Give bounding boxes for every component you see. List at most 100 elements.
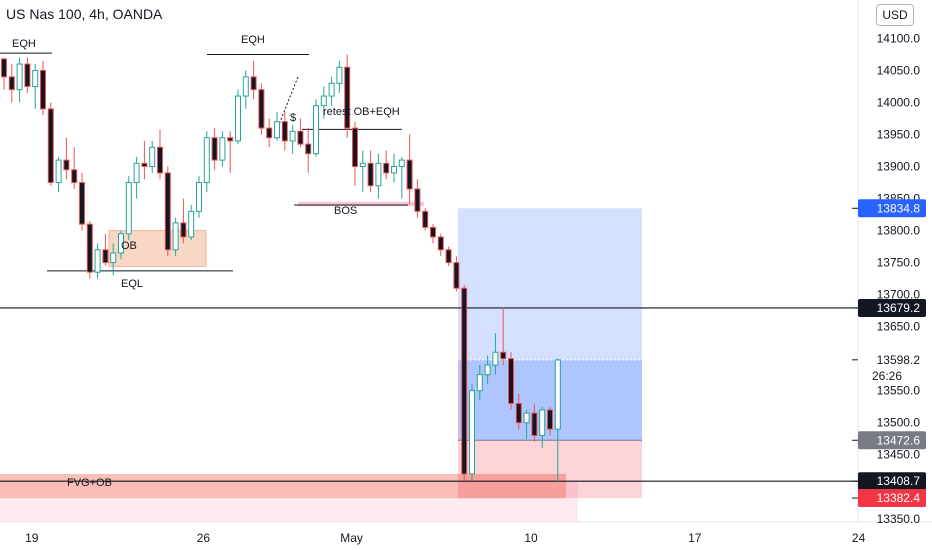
x-tick-label: 17 xyxy=(688,531,702,545)
x-tick-label: 19 xyxy=(25,531,39,545)
candle-body xyxy=(508,358,514,404)
stop-zone xyxy=(458,440,642,499)
candle-body xyxy=(40,69,46,110)
candle-body xyxy=(391,166,397,174)
y-tick-label: 13800.0 xyxy=(877,224,921,238)
candle-body xyxy=(375,162,382,187)
candle-body xyxy=(211,137,218,161)
y-tick-label: 13650.0 xyxy=(877,320,921,334)
candle-body xyxy=(125,182,132,235)
candle-body xyxy=(531,412,538,437)
candle-body xyxy=(32,69,39,87)
candle-body xyxy=(367,162,374,187)
candle-body xyxy=(336,66,343,84)
candle-body xyxy=(16,63,23,91)
candle-body xyxy=(235,95,241,142)
candle-body xyxy=(430,226,436,238)
candle-body xyxy=(352,127,358,168)
candle-body xyxy=(484,364,491,376)
candle-body xyxy=(328,82,335,97)
chart-annotation: BOS xyxy=(334,205,357,217)
currency-button[interactable]: USD xyxy=(876,4,914,26)
candle-body xyxy=(453,262,460,289)
candle-body xyxy=(188,210,195,238)
symbol-title: US Nas 100, 4h, OANDA xyxy=(6,6,163,22)
candle-body xyxy=(242,76,249,97)
candle-body xyxy=(523,412,530,424)
candle-body xyxy=(55,159,62,184)
price-label: 13472.6 xyxy=(877,433,921,447)
chart-annotation: FVG+OB xyxy=(67,477,112,489)
candle-body xyxy=(422,210,429,228)
candle-body xyxy=(414,188,421,212)
y-tick-label: 14050.0 xyxy=(877,63,921,77)
chart-annotation: $ xyxy=(290,112,296,124)
candle-body xyxy=(133,162,140,184)
candle-body xyxy=(344,66,351,129)
candle-body xyxy=(258,89,265,129)
chart-annotation: EQH xyxy=(241,34,265,46)
candle-body xyxy=(8,76,15,91)
y-tick-label: 14000.0 xyxy=(877,95,921,109)
candle-body xyxy=(461,287,468,475)
candle-body xyxy=(445,249,452,264)
price-label-bg xyxy=(858,350,926,369)
candle-body xyxy=(476,374,483,392)
candle-body xyxy=(63,159,70,171)
price-label: 13834.8 xyxy=(877,201,921,215)
bar-countdown: 26:26 xyxy=(872,369,902,383)
price-label-bg xyxy=(858,199,926,218)
candle-body xyxy=(180,222,187,238)
y-tick-label: 13350.0 xyxy=(877,512,921,526)
candle-body xyxy=(406,159,413,190)
candle-body xyxy=(196,182,202,212)
candle-body xyxy=(500,351,507,360)
candle-body xyxy=(250,76,257,91)
candle-body xyxy=(297,130,304,145)
price-label: 13382.4 xyxy=(877,491,921,505)
candle-body xyxy=(227,137,234,142)
candle-body xyxy=(118,233,124,254)
y-tick-label: 13700.0 xyxy=(877,288,921,302)
y-tick-label: 13900.0 xyxy=(877,160,921,174)
candle-body xyxy=(1,58,7,78)
price-label-bg xyxy=(858,472,926,491)
candle-body xyxy=(172,222,179,251)
candle-body xyxy=(102,249,109,264)
candle-body xyxy=(71,169,78,184)
candle-body xyxy=(313,105,319,155)
chart-annotation: EQH xyxy=(12,38,36,50)
candle-body xyxy=(79,182,85,225)
candle-body xyxy=(141,162,148,168)
chart-annotation: EQL xyxy=(121,278,143,290)
candle-body xyxy=(94,249,101,273)
candle-body xyxy=(289,130,296,142)
candle-body xyxy=(305,143,312,155)
candle-body xyxy=(266,127,273,139)
candle-body xyxy=(539,409,546,437)
candle-body xyxy=(281,121,288,142)
x-tick-label: 10 xyxy=(524,531,538,545)
price-label: 13679.2 xyxy=(877,301,921,315)
chart-annotation: OB xyxy=(121,240,137,252)
y-tick-label: 13500.0 xyxy=(877,416,921,430)
retest-zone xyxy=(298,201,424,207)
y-tick-label: 13450.0 xyxy=(877,448,921,462)
candle-body xyxy=(203,137,210,184)
candle-body xyxy=(383,162,390,174)
candle-body xyxy=(164,172,171,251)
candle-body xyxy=(437,236,444,251)
candle-body xyxy=(492,351,499,366)
candle-body xyxy=(47,108,54,184)
candle-body xyxy=(24,63,31,87)
candle-body xyxy=(398,159,405,168)
price-label-bg xyxy=(858,431,926,450)
y-tick-label: 13750.0 xyxy=(877,256,921,270)
candle-body xyxy=(547,409,553,430)
candle-body xyxy=(110,252,117,264)
candle-body xyxy=(86,223,93,273)
x-tick-label: May xyxy=(340,531,363,545)
candle-body xyxy=(515,403,522,424)
x-tick-label: 24 xyxy=(852,531,866,545)
